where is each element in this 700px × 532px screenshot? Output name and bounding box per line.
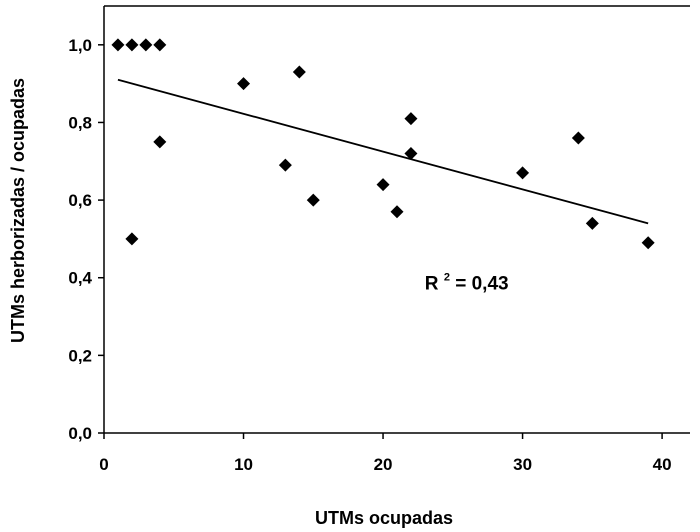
- x-tick-label: 0: [99, 455, 108, 474]
- data-point: [139, 38, 153, 52]
- data-point: [571, 131, 585, 145]
- x-axis-ticks: 0 10 20 30 40: [99, 433, 672, 474]
- trendline-layer: [117, 78, 649, 225]
- r-squared-superscript: 2: [444, 271, 450, 283]
- y-tick-label: 1,0: [68, 36, 92, 55]
- data-point: [306, 193, 320, 207]
- x-axis-label: UTMs ocupadas: [315, 508, 453, 528]
- data-point: [278, 158, 292, 172]
- data-point: [404, 147, 418, 161]
- data-point: [237, 77, 251, 91]
- x-tick-label: 20: [374, 455, 393, 474]
- trendline: [117, 78, 649, 225]
- y-axis-label: UTMs herborizadas / ocupadas: [8, 78, 28, 343]
- data-point: [585, 216, 599, 230]
- data-point: [641, 236, 655, 250]
- data-point: [125, 232, 139, 246]
- data-point: [404, 112, 418, 126]
- data-point: [376, 178, 390, 192]
- y-axis-ticks: 0,0 0,2 0,4 0,6 0,8 1,0: [68, 36, 104, 443]
- r-squared-main: R: [425, 273, 439, 294]
- data-point: [390, 205, 404, 219]
- data-point: [153, 38, 167, 52]
- x-tick-label: 10: [234, 455, 253, 474]
- y-tick-label: 0,4: [68, 269, 92, 288]
- x-tick-label: 30: [513, 455, 532, 474]
- plot-frame: [103, 5, 690, 434]
- y-tick-label: 0,6: [68, 191, 92, 210]
- y-tick-label: 0,8: [68, 113, 92, 132]
- data-point: [292, 65, 306, 79]
- r-squared-value: = 0,43: [455, 273, 508, 294]
- data-point: [153, 135, 167, 149]
- data-point: [125, 38, 139, 52]
- r-squared-annotation: R 2 = 0,43: [425, 264, 509, 294]
- data-points-layer: [111, 38, 655, 250]
- data-point: [516, 166, 530, 180]
- y-tick-label: 0,0: [68, 424, 92, 443]
- data-point: [111, 38, 125, 52]
- x-tick-label: 40: [653, 455, 672, 474]
- y-tick-label: 0,2: [68, 346, 92, 365]
